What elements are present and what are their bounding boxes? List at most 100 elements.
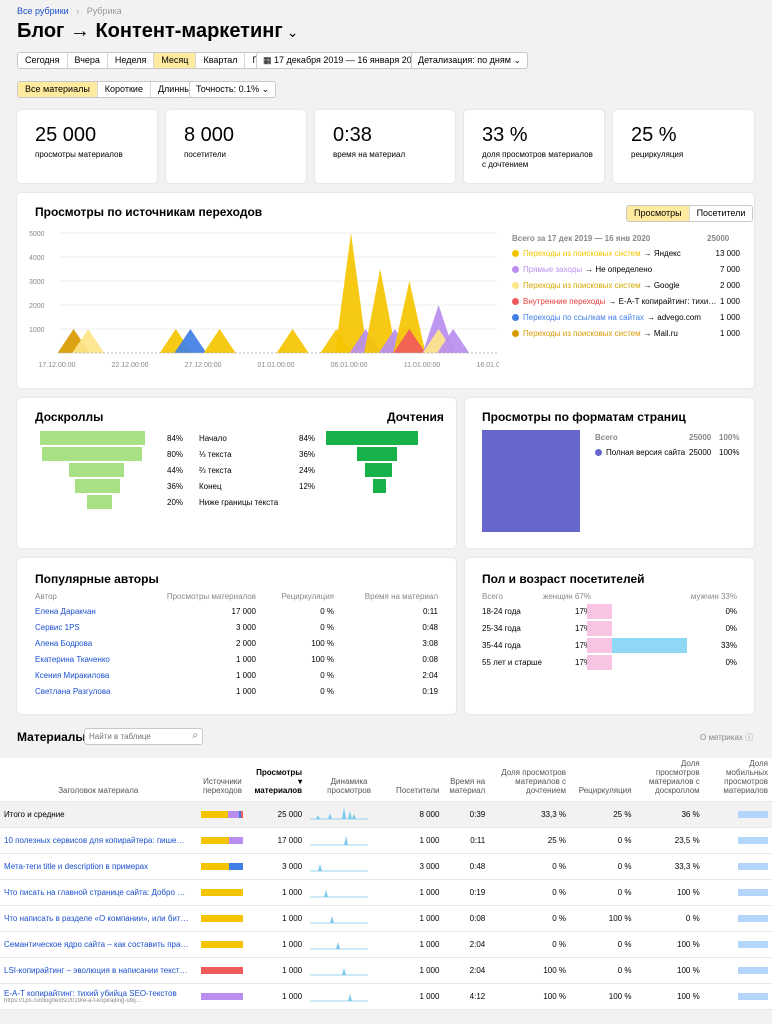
chart-peak <box>203 329 236 353</box>
demo-age-label: 35-44 года <box>482 641 521 650</box>
stat-value: 8 000 <box>184 124 235 146</box>
mobile-share-cell <box>703 983 772 1010</box>
metric-cell: 1 000 <box>392 957 444 984</box>
demo-female-pct: 17% <box>575 607 592 616</box>
sources-cell <box>196 801 249 828</box>
material-title-link[interactable]: LSI-копирайтинг – эволюция в написании т… <box>4 965 188 975</box>
metric-cell: 1 000 <box>392 827 444 854</box>
legend-item[interactable]: Переходы из поисковых систем → Google <box>512 281 680 290</box>
date-range-button[interactable]: ▦ 17 декабря 2019 — 16 января 2020 <box>256 52 429 69</box>
mobile-share-bar <box>738 836 768 844</box>
metric-cell: 0 % <box>570 931 636 958</box>
materials-col-header: Доля просмотров материалов с доскроллом <box>635 758 704 802</box>
table-row[interactable]: E-A-T копирайтинг: тихий убийца SEO-текс… <box>0 983 772 1010</box>
precision-dropdown[interactable]: Точность: 0.1% ⌄ <box>189 81 277 98</box>
material-title-link[interactable]: Что написать в разделе «О компании», или… <box>4 913 189 923</box>
metric-cell: 23,5 % <box>635 827 704 854</box>
stat-label: посетители <box>184 150 226 159</box>
chart-peak <box>334 233 368 353</box>
mobile-share-cell <box>703 853 772 880</box>
metric-cell: 36 % <box>635 801 704 828</box>
breadcrumb-separator: › <box>76 6 80 16</box>
period-0[interactable]: Сегодня <box>18 53 68 68</box>
metric-cell: 0 % <box>489 905 571 932</box>
demo-male-bar <box>612 638 687 653</box>
period-2[interactable]: Неделя <box>108 53 155 68</box>
mobile-share-cell <box>703 827 772 854</box>
table-row[interactable]: Что написать в разделе «О компании», или… <box>0 905 772 932</box>
period-1[interactable]: Вчера <box>68 53 108 68</box>
material-title-link[interactable]: Семантическое ядро сайта – как составить… <box>4 939 189 949</box>
table-row[interactable]: Мета-теги title и description в примерах… <box>0 853 772 880</box>
demo-male-pct: 33% <box>720 641 737 650</box>
materials-search-input[interactable] <box>89 729 184 744</box>
demo-col-total: Всего <box>482 592 503 601</box>
scroll-pct: 80% <box>167 450 184 459</box>
search-icon[interactable]: ⌕ <box>192 730 198 741</box>
material-title-link[interactable]: 10 полезных сервисов для копирайтера: пи… <box>4 835 189 845</box>
demo-female-bar <box>587 655 612 670</box>
demo-age-label: 25-34 года <box>482 624 521 633</box>
table-row[interactable]: Семантическое ядро сайта – как составить… <box>0 931 772 958</box>
breadcrumb-current: Рубрика <box>86 6 122 16</box>
material-title-link[interactable]: E-A-T копирайтинг: тихий убийца SEO-текс… <box>4 988 177 998</box>
author-link[interactable]: Светлана Разгулова <box>35 687 111 696</box>
toggle-views[interactable]: Просмотры <box>627 206 690 221</box>
help-icon: ⓘ <box>745 733 754 742</box>
author-link[interactable]: Елена Даракчан <box>35 607 96 616</box>
demo-age-label: 55 лет и старше <box>482 658 542 667</box>
table-row[interactable]: LSI-копирайтинг – эволюция в написании т… <box>0 957 772 984</box>
filter-2[interactable]: Длинные <box>157 84 196 94</box>
table-row[interactable]: 10 полезных сервисов для копирайтера: пи… <box>0 827 772 854</box>
toggle-visitors[interactable]: Посетители <box>696 208 746 218</box>
about-metrics-link[interactable]: О метриках ⓘ <box>700 732 753 743</box>
stat-label: рециркуляция <box>631 150 684 159</box>
formats-item-pct: 100% <box>719 448 740 457</box>
breadcrumb-root[interactable]: Все рубрики <box>17 6 69 16</box>
stat-value: 25 % <box>631 124 677 146</box>
table-row[interactable]: Что писать на главной странице сайта: До… <box>0 879 772 906</box>
dynamics-cell <box>306 905 393 932</box>
page-title[interactable]: Блог → Контент-маркетинг ⌄ <box>17 20 298 43</box>
legend-dot-icon <box>512 298 519 305</box>
materials-col-header[interactable]: Просмотры ▾ материалов <box>248 758 307 802</box>
legend-dot-icon <box>512 250 519 257</box>
legend-item[interactable]: Прямые заходы → Не определено <box>512 265 652 274</box>
author-cell: 2 000 <box>235 639 256 648</box>
materials-total-row[interactable]: Итого и средние 25 000 8 000 0:39 33,3 % 25 %… <box>0 801 772 828</box>
author-link[interactable]: Алена Бодрова <box>35 639 93 648</box>
filter-1[interactable]: Короткие <box>98 82 151 97</box>
sources-total-value: 25000 <box>707 234 730 243</box>
materials-search[interactable]: ⌕ <box>84 728 203 745</box>
demo-female-bar <box>587 638 612 653</box>
legend-value: 7 000 <box>719 265 740 274</box>
about-metrics-text: О метриках <box>700 733 743 742</box>
demo-card: Пол и возраст посетителей Всего женщин 67… <box>465 558 754 714</box>
scroll-funnel-bar <box>75 479 121 493</box>
author-cell: 0 % <box>320 607 334 616</box>
author-link[interactable]: Ксения Миракилова <box>35 671 110 680</box>
chevron-down-icon[interactable]: ⌄ <box>286 24 299 40</box>
source-bar <box>200 810 228 818</box>
material-title-link[interactable]: Мета-теги title и description в примерах <box>4 861 149 871</box>
filter-0[interactable]: Все материалы <box>18 82 98 97</box>
author-link[interactable]: Екатерина Ткаченко <box>35 655 110 664</box>
formats-title: Просмотры по форматам страниц <box>482 410 686 424</box>
authors-col-header: Автор <box>35 592 57 601</box>
authors-card: Популярные авторы Автор Просмотры материа… <box>17 558 456 714</box>
legend-item[interactable]: Переходы из поисковых систем → Яндекс <box>512 249 681 258</box>
legend-item[interactable]: Переходы из поисковых систем → Mail.ru <box>512 329 678 338</box>
legend-item[interactable]: Переходы по ссылкам на сайтах → advego.co… <box>512 313 701 322</box>
sources-cell <box>196 931 249 958</box>
detail-text: Детализация: по дням <box>418 55 511 65</box>
period-3[interactable]: Месяц <box>154 53 197 68</box>
metric-cell: 8 000 <box>392 801 444 828</box>
detail-dropdown[interactable]: Детализация: по дням ⌄ <box>411 52 529 69</box>
legend-item[interactable]: Внутренние переходы → E-A-T копирайтинг: … <box>512 297 716 306</box>
sources-title: Просмотры по источникам переходов <box>35 205 263 219</box>
material-title-link[interactable]: Что писать на главной странице сайта: До… <box>4 887 189 897</box>
period-4[interactable]: Квартал <box>196 53 246 68</box>
author-link[interactable]: Сервис 1PS <box>35 623 80 632</box>
y-tick-label: 4000 <box>29 255 45 262</box>
legend-target: → advego.com <box>647 313 701 322</box>
